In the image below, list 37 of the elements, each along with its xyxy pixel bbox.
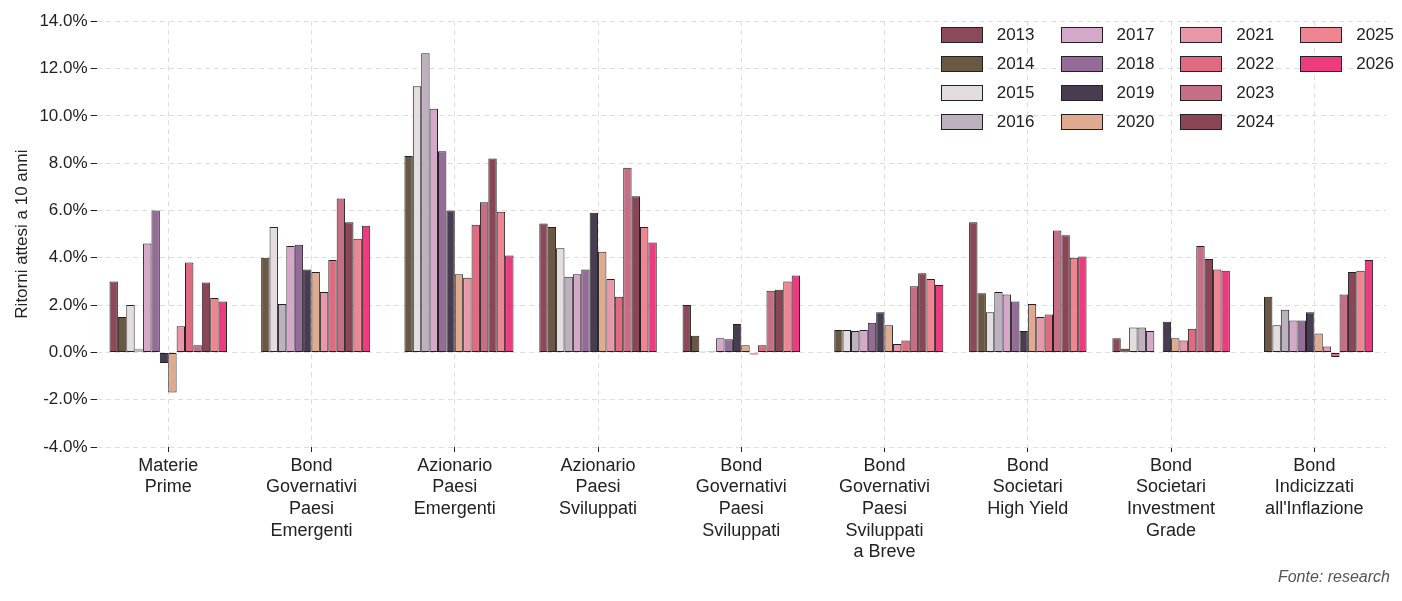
legend-label: 2026 xyxy=(1356,53,1394,74)
y-tick-label: 0.0% xyxy=(48,342,88,362)
y-tick-label: 4.0% xyxy=(48,247,88,267)
legend-label: 2022 xyxy=(1236,53,1275,74)
x-tick-label: Bond Indicizzati all'Inflazione xyxy=(1265,454,1364,518)
x-tick-label: Bond Governativi Paesi Sviluppati a Breve xyxy=(839,454,931,562)
legend-label: 2014 xyxy=(996,53,1035,74)
x-tick-label: Azionario Paesi Sviluppati xyxy=(559,454,638,518)
y-tick-label: 10.0% xyxy=(39,105,88,125)
legend-label: 2020 xyxy=(1116,111,1155,132)
legend-label: 2013 xyxy=(996,24,1035,45)
y-tick-label: 8.0% xyxy=(48,152,88,172)
y-tick-label: -4.0% xyxy=(43,436,88,456)
y-tick-label: 14.0% xyxy=(39,10,88,30)
legend-label: 2023 xyxy=(1236,82,1275,103)
y-tick-label: -2.0% xyxy=(43,389,88,409)
legend-label: 2025 xyxy=(1356,24,1394,45)
x-tick-label: Bond Societari Investment Grade xyxy=(1127,454,1216,540)
bar xyxy=(134,348,144,352)
legend-label: 2024 xyxy=(1236,111,1275,132)
x-tick-label: Bond Governativi Paesi Sviluppati xyxy=(695,454,787,540)
y-tick-label: 6.0% xyxy=(48,200,88,220)
x-tick-label: Materie Prime xyxy=(138,454,199,497)
legend-label: 2021 xyxy=(1236,24,1275,45)
bar xyxy=(1120,348,1130,352)
source-note: Fonte: research xyxy=(1277,568,1391,586)
legend-label: 2018 xyxy=(1116,53,1155,74)
y-tick-label: 2.0% xyxy=(48,294,88,314)
legend-label: 2015 xyxy=(996,82,1035,103)
y-axis-title: Ritorni attesi a 10 anni xyxy=(11,149,31,319)
y-tick-label: 12.0% xyxy=(39,58,88,78)
x-tick-label: Azionario Paesi Emergenti xyxy=(413,454,496,518)
legend-label: 2019 xyxy=(1116,82,1155,103)
x-tick-label: Bond Societari High Yield xyxy=(987,454,1069,518)
x-tick-label: Bond Governativi Paesi Emergenti xyxy=(265,454,358,540)
legend-label: 2016 xyxy=(996,111,1035,132)
legend-label: 2017 xyxy=(1116,24,1155,45)
